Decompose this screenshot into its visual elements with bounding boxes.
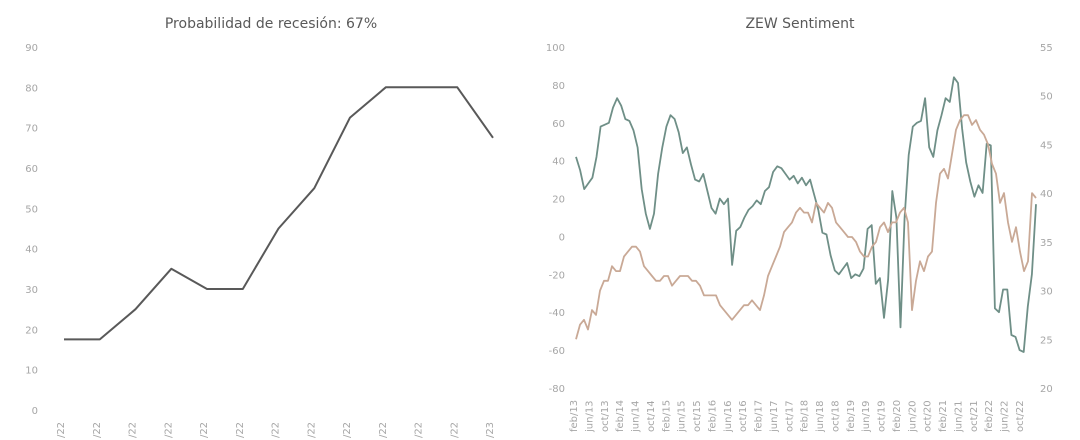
x-tick-label: /22 (414, 422, 425, 438)
x-tick-label: /22 (56, 422, 67, 438)
x-tick-label: jun/15 (677, 400, 688, 433)
x-tick-label: jun/16 (723, 400, 734, 433)
x-tick-label: jun/20 (907, 400, 918, 433)
series-lines (64, 86, 494, 341)
right-axis-series-line (575, 114, 1037, 340)
x-tick-label: oct/16 (738, 400, 749, 432)
x-tick-label: /22 (235, 422, 246, 438)
zew-sentiment-chart: ZEW Sentiment -80 -60 -40 -20 0 20 40 60 80 100 2… (540, 0, 1080, 440)
x-tick-label: jun/21 (953, 400, 964, 433)
right-y-tick-label: 45 (1040, 140, 1053, 151)
x-tick-label: oct/14 (646, 400, 657, 432)
right-y-tick-label: 30 (1040, 287, 1053, 298)
x-tick-label: /22 (449, 422, 460, 438)
x-tick-label: /22 (306, 422, 317, 438)
left-y-tick-label: 100 (546, 43, 565, 54)
x-tick-label: feb/14 (615, 400, 626, 432)
x-tick-label: /23 (485, 422, 496, 438)
right-y-tick-label: 50 (1040, 92, 1053, 103)
y-tick-label: 90 (25, 43, 38, 54)
x-tick-label: feb/13 (569, 400, 580, 432)
x-tick-label: /22 (92, 422, 103, 438)
right-y-tick-label: 20 (1040, 384, 1053, 395)
x-tick-label: /22 (128, 422, 139, 438)
zew-sentiment-svg: ZEW Sentiment -80 -60 -40 -20 0 20 40 60 80 100 2… (546, 16, 1053, 433)
x-tick-label: oct/18 (830, 400, 841, 432)
x-tick-label: feb/22 (984, 400, 995, 432)
x-tick-label: oct/19 (877, 400, 888, 432)
left-y-axis-ticks: -80 -60 -40 -20 0 20 40 60 80 100 (546, 43, 565, 395)
y-tick-label: 60 (25, 164, 38, 175)
left-y-tick-label: -80 (549, 384, 565, 395)
x-tick-label: feb/18 (800, 400, 811, 432)
left-y-tick-label: 60 (552, 119, 565, 130)
left-axis-series-line (575, 76, 1037, 353)
y-axis-ticks: 0 10 20 30 40 50 60 70 80 90 (25, 43, 38, 417)
x-tick-label: jun/19 (861, 400, 872, 433)
x-axis-ticks: /22/22/22/22/22/22/22/22/22/22/22/22/23 (56, 422, 496, 438)
y-tick-label: 50 (25, 204, 38, 215)
x-tick-label: feb/21 (938, 400, 949, 432)
x-axis-ticks: feb/13 jun/13 oct/13 feb/14 jun/14 oct/14 feb/… (569, 400, 1026, 433)
y-tick-label: 10 (25, 366, 38, 377)
x-tick-label: oct/15 (692, 400, 703, 432)
left-y-tick-label: 80 (552, 81, 565, 92)
y-tick-label: 40 (25, 245, 38, 256)
right-y-tick-label: 25 (1040, 335, 1053, 346)
x-tick-label: /22 (271, 422, 282, 438)
right-y-axis-ticks: 20 25 30 35 40 45 50 55 (1040, 43, 1053, 395)
x-tick-label: jun/22 (1000, 400, 1011, 433)
left-y-tick-label: 40 (552, 157, 565, 168)
right-y-tick-label: 40 (1040, 189, 1053, 200)
y-tick-label: 0 (32, 406, 38, 417)
x-tick-label: oct/20 (923, 400, 934, 432)
x-tick-label: feb/16 (707, 400, 718, 432)
x-tick-label: /22 (378, 422, 389, 438)
x-tick-label: oct/22 (1015, 400, 1026, 432)
x-tick-label: jun/14 (631, 400, 642, 433)
chart-title: Probabilidad de recesión: 67% (165, 16, 377, 32)
left-y-tick-label: 20 (552, 195, 565, 206)
left-y-tick-label: -40 (549, 308, 565, 319)
x-tick-label: feb/15 (661, 400, 672, 432)
x-tick-label: /22 (342, 422, 353, 438)
x-tick-label: feb/20 (892, 400, 903, 432)
recession-probability-chart: Probabilidad de recesión: 67% 0 10 20 30 40 5… (25, 16, 496, 438)
x-tick-label: jun/18 (815, 400, 826, 433)
x-tick-label: oct/17 (784, 400, 795, 432)
recession-probability-svg: Probabilidad de recesión: 67% 0 10 20 30 40 5… (25, 16, 496, 438)
x-tick-label: feb/19 (846, 400, 857, 432)
recession-probability-line (64, 86, 494, 341)
y-tick-label: 30 (25, 285, 38, 296)
x-tick-label: jun/13 (584, 400, 595, 433)
left-y-tick-label: -20 (549, 270, 565, 281)
left-y-tick-label: -60 (549, 346, 565, 357)
series-lines (575, 76, 1037, 353)
x-tick-label: oct/21 (969, 400, 980, 432)
x-tick-label: oct/13 (600, 400, 611, 432)
y-tick-label: 20 (25, 325, 38, 336)
left-y-tick-label: 0 (559, 232, 565, 243)
chart-title: ZEW Sentiment (745, 16, 855, 32)
right-y-tick-label: 55 (1040, 43, 1053, 54)
x-tick-label: feb/17 (754, 400, 765, 432)
x-tick-label: /22 (199, 422, 210, 438)
y-tick-label: 80 (25, 83, 38, 94)
x-tick-label: /22 (163, 422, 174, 438)
x-tick-label: jun/17 (769, 400, 780, 433)
y-tick-label: 70 (25, 124, 38, 135)
right-y-tick-label: 35 (1040, 238, 1053, 249)
